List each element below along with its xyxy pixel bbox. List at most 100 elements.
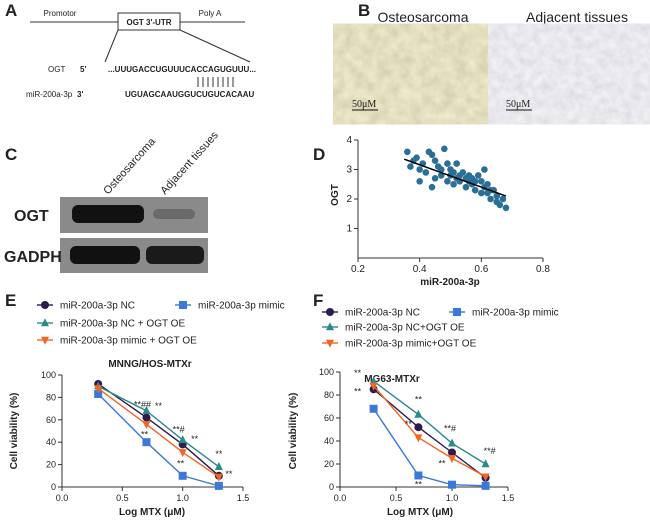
ihc-panel: Osteosarcoma Adjacent tissues 50μM 50μM	[348, 9, 650, 116]
western-blot: Osteosarcoma Adjacent tissues OGT GADPH	[4, 129, 221, 273]
series-line	[373, 380, 486, 465]
ihc-image	[348, 32, 498, 116]
marker	[178, 435, 187, 444]
x-tick-label: 0.0	[56, 493, 69, 503]
annotation: **	[177, 458, 185, 468]
scatter-point	[413, 154, 420, 161]
panel-label: C	[5, 145, 17, 164]
y-tick-label: 40	[324, 436, 334, 446]
marker	[142, 421, 151, 430]
y-tick-label: 100	[319, 367, 334, 377]
legend-label: miR-200a-3p NC+OGT OE	[345, 323, 465, 334]
scatter-point	[502, 204, 510, 212]
fit-line	[403, 158, 507, 197]
annotation: **	[155, 401, 163, 411]
panel-label: A	[5, 1, 17, 20]
marker	[179, 301, 187, 309]
scatter-point	[428, 151, 436, 159]
utr-box	[117, 12, 181, 31]
panel-label: E	[5, 291, 16, 310]
legend-label: miR-200a-3p mimic	[472, 308, 559, 319]
ogt-sequence: ...UUUGACCUGUUUCACCAGUGUUU...	[108, 65, 256, 74]
marker	[448, 480, 456, 489]
series-line	[97, 393, 220, 487]
chart-title: MNNG/HOS-MTXr	[108, 359, 191, 370]
scatter-point	[462, 183, 470, 191]
ogt-label: OGT	[48, 65, 65, 74]
x-tick-label: 0.5	[390, 493, 403, 503]
series-line	[373, 388, 487, 479]
marker	[41, 301, 49, 309]
annotation: **	[354, 386, 362, 396]
blot-row-label: GADPH	[4, 249, 62, 266]
scatter-point	[416, 178, 423, 185]
x-tick-label: 1.5	[237, 493, 250, 503]
marker	[94, 385, 103, 394]
marker	[214, 462, 223, 471]
zoom-line	[104, 29, 119, 63]
marker	[369, 382, 378, 391]
panel-label: F	[313, 291, 323, 310]
marker	[448, 455, 456, 464]
scatter-point	[422, 169, 430, 176]
lane-label: Osteosarcoma	[101, 135, 158, 197]
scale-label: 50μM	[352, 99, 376, 110]
annotation: **#	[444, 423, 456, 433]
series-line	[373, 385, 486, 478]
legend-label: miR-200a-3p NC + OGT OE	[60, 319, 185, 330]
scatter-point	[428, 183, 436, 191]
x-tick-label: 0.8	[536, 264, 550, 275]
scatter-point	[471, 186, 479, 194]
y-tick-label: 20	[324, 459, 334, 469]
marker	[414, 423, 423, 432]
legend-label: miR-200a-3p mimic+OGT OE	[345, 339, 477, 350]
scatter-point	[487, 195, 494, 203]
y-tick-label: 80	[46, 392, 56, 402]
marker	[41, 318, 49, 327]
scatter-point	[496, 201, 504, 209]
mir-label: miR-200a-3p	[26, 90, 73, 99]
scatter-point	[471, 178, 479, 185]
chart-title: MG63-MTXr	[364, 374, 420, 385]
x-tick-label: 1.0	[446, 493, 459, 503]
x-tick-label: 0.2	[351, 264, 365, 275]
utr-diagram: OGT 3'-UTR Promotor Poly A OGT 5' ...UUU…	[26, 9, 256, 99]
marker	[414, 471, 423, 480]
scatter-point	[444, 178, 451, 185]
y-tick-label: 1	[346, 224, 352, 235]
scatter-point	[431, 175, 439, 182]
series-line	[373, 408, 486, 487]
ihc-image	[503, 32, 650, 116]
annotation: **	[415, 480, 423, 490]
image-title: Osteosarcoma	[377, 9, 468, 25]
image-title: Adjacent tissues	[526, 9, 628, 25]
annotation: **	[141, 429, 149, 439]
scatter-point	[499, 195, 507, 203]
x-tick-label: 1.5	[502, 493, 515, 503]
marker	[178, 449, 187, 458]
panel-label: D	[313, 145, 325, 164]
y-axis-label: Cell viability (%)	[9, 393, 20, 470]
scatter-point	[478, 178, 485, 185]
scatter-point	[407, 163, 414, 170]
x-tick-label: 1.0	[176, 493, 189, 503]
x-axis-label: miR-200a-3p	[420, 277, 479, 288]
scatter-point	[493, 192, 501, 200]
series-line	[97, 383, 220, 477]
y-tick-label: 80	[324, 390, 334, 400]
marker	[326, 308, 334, 316]
polya-label: Poly A	[199, 9, 222, 18]
marker	[414, 434, 423, 443]
y-tick-label: 4	[346, 135, 352, 146]
scatter-point	[444, 160, 451, 167]
marker	[448, 448, 456, 457]
zoom-line	[179, 29, 251, 63]
marker	[142, 438, 151, 447]
x-axis-label: Log MTX (μM)	[387, 507, 453, 518]
marker	[94, 390, 103, 399]
scatter-point	[459, 169, 467, 176]
mir-end: 3'	[77, 90, 83, 99]
blot-band	[146, 246, 204, 264]
scatter-point	[416, 166, 423, 173]
